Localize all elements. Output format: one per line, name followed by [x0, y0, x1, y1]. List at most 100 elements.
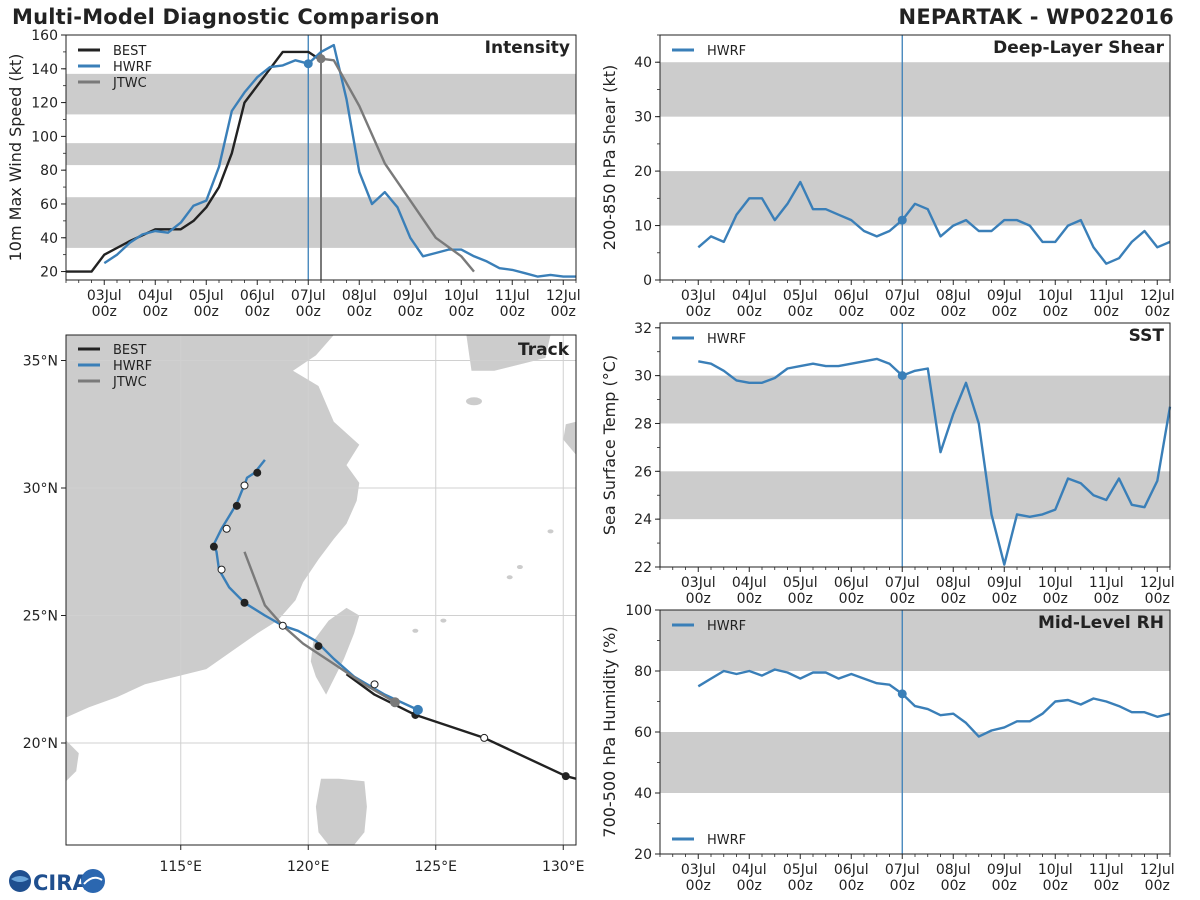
rh-band-0 [660, 732, 1170, 793]
intensity-series-best [66, 50, 322, 273]
hainan-landmass [66, 740, 79, 782]
taiwan-landmass [310, 607, 360, 695]
rh-title: Mid-Level RH [1038, 613, 1164, 633]
rh-legend-label-hwrf: HWRF [707, 619, 746, 634]
cira-logo: CIRA [9, 869, 105, 895]
shear-band-0 [660, 171, 1170, 226]
shear-xtick-label-8: 11Jul 00z [1089, 288, 1124, 320]
track-lat-label-0: 20°N [23, 736, 58, 752]
intensity-legend-label-best: BEST [113, 44, 146, 59]
intensity-xtick-label-5: 08Jul 00z [342, 288, 377, 320]
shear-xtick-label-4: 07Jul 00z [885, 288, 920, 320]
rh-ytick-label-2: 60 [634, 725, 652, 741]
intensity-ytick-label-5: 120 [31, 96, 58, 112]
track-lat-label-2: 30°N [23, 481, 58, 497]
korea-landmass [466, 335, 551, 371]
rh-xtick-label-6: 09Jul 00z [987, 862, 1022, 894]
shear-ytick-label-1: 10 [634, 219, 652, 235]
intensity-xtick-label-6: 09Jul 00z [393, 288, 428, 320]
sst-title: SST [1129, 326, 1165, 346]
intensity-xtick-label-3: 06Jul 00z [240, 288, 275, 320]
intensity-ytick-label-3: 80 [40, 163, 58, 179]
track-point-best-0 [561, 772, 570, 781]
track-map-content [66, 335, 576, 845]
figure-title: Multi-Model Diagnostic Comparison [12, 5, 440, 29]
rh-ytick-label-3: 80 [634, 664, 652, 680]
shear-xtick-label-9: 12Jul 00z [1140, 288, 1175, 320]
sst-xtick-label-6: 09Jul 00z [987, 575, 1022, 607]
intensity-series-jtwc [320, 57, 475, 273]
track-lat-label-1: 25°N [23, 609, 58, 625]
panel-intensity: 20 40 60 80 100 120 140 160 03Jul 00z 04Jul 00z 05Ju… [6, 28, 581, 320]
intensity-marker-jtwc [316, 54, 326, 64]
intensity-xtick-label-9: 12Jul 00z [546, 288, 581, 320]
sst-xtick-label-7: 10Jul 00z [1038, 575, 1073, 607]
shear-title: Deep-Layer Shear [993, 38, 1164, 58]
intensity-xtick-label-0: 03Jul 00z [87, 288, 122, 320]
sst-ytick-label-3: 28 [634, 416, 652, 432]
sst-ylabel: Sea Surface Temp (°C) [600, 355, 619, 535]
logo-text: CIRA [33, 871, 89, 895]
shear-band-1 [660, 62, 1170, 117]
shear-legend-label-hwrf: HWRF [707, 44, 746, 59]
rh-xtick-label-2: 05Jul 00z [783, 862, 818, 894]
track-point-hwrf-6 [209, 542, 218, 551]
track-lon-label-0: 115°E [159, 859, 202, 875]
island-0 [506, 575, 513, 580]
storm-id: NEPARTAK - WP022016 [898, 5, 1174, 29]
track-legend-label-hwrf: HWRF [113, 359, 152, 374]
track-lon-label-3: 130°E [542, 859, 585, 875]
rh-xtick-label-7: 10Jul 00z [1038, 862, 1073, 894]
sst-xtick-label-4: 07Jul 00z [885, 575, 920, 607]
sst-xtick-label-1: 04Jul 00z [732, 575, 767, 607]
shear-xtick-label-3: 06Jul 00z [834, 288, 869, 320]
track-series-jtwc [243, 551, 396, 704]
intensity-xtick-label-1: 04Jul 00z [138, 288, 173, 320]
track-point-jtwc-0 [389, 697, 400, 708]
island-3 [412, 628, 419, 633]
jeju-landmass [466, 397, 482, 406]
sst-legend-label-hwrf: HWRF [707, 332, 746, 347]
rh-ytick-label-1: 40 [634, 786, 652, 802]
rh-xtick-label-5: 08Jul 00z [936, 862, 971, 894]
rh-ylabel: 700-500 hPa Humidity (%) [600, 626, 619, 837]
panel-shear: 0 10 20 30 40 03Jul 00z 04Jul 00z 05Jul 00z 06Jul 00… [600, 34, 1175, 320]
satellite-badge-icon [81, 869, 105, 893]
track-point-hwrf-4 [240, 598, 249, 607]
shear-xtick-label-6: 09Jul 00z [987, 288, 1022, 320]
intensity-ytick-label-1: 40 [40, 231, 58, 247]
rh-marker-hwrf [897, 689, 907, 699]
shear-ytick-label-4: 40 [634, 55, 652, 71]
track-point-hwrf-2 [314, 642, 323, 651]
intensity-frame [65, 34, 577, 281]
shear-ylabel: 200-850 hPa Shear (kt) [600, 65, 619, 251]
intensity-xtick-label-4: 07Jul 00z [291, 288, 326, 320]
panel-sst: 22 24 26 28 30 32 03Jul 00z 04Jul 00z 05Jul 00z 06Ju… [600, 321, 1175, 607]
intensity-ylabel: 10m Max Wind Speed (kt) [6, 54, 25, 262]
track-frame [65, 334, 577, 846]
sst-marker-hwrf [897, 371, 907, 381]
track-lat-label-3: 35°N [23, 354, 58, 370]
shear-frame [659, 34, 1171, 281]
track-point-hwrf-10 [253, 468, 262, 477]
intensity-ytick-label-4: 100 [31, 129, 58, 145]
panel-rh: 20 40 60 80 100 03Jul 00z 04Jul 00z 05Jul 00z 06Jul… [600, 603, 1175, 894]
sst-ytick-label-5: 32 [634, 321, 652, 337]
track-point-best-1 [480, 733, 489, 742]
sst-band-1 [660, 375, 1170, 424]
track-point-hwrf-7 [222, 524, 231, 533]
track-series-best [345, 673, 576, 780]
luzon-landmass [315, 778, 367, 845]
sst-band-0 [660, 471, 1170, 520]
shear-xtick-label-5: 08Jul 00z [936, 288, 971, 320]
intensity-ytick-label-6: 140 [31, 62, 58, 78]
rh-xtick-label-0: 03Jul 00z [681, 862, 716, 894]
rh-xtick-label-9: 12Jul 00z [1140, 862, 1175, 894]
track-point-hwrf-5 [217, 565, 226, 574]
intensity-xtick-label-8: 11Jul 00z [495, 288, 530, 320]
intensity-xtick-label-2: 05Jul 00z [189, 288, 224, 320]
shear-xtick-label-2: 05Jul 00z [783, 288, 818, 320]
track-lon-label-1: 120°E [287, 859, 330, 875]
intensity-title: Intensity [485, 38, 570, 58]
